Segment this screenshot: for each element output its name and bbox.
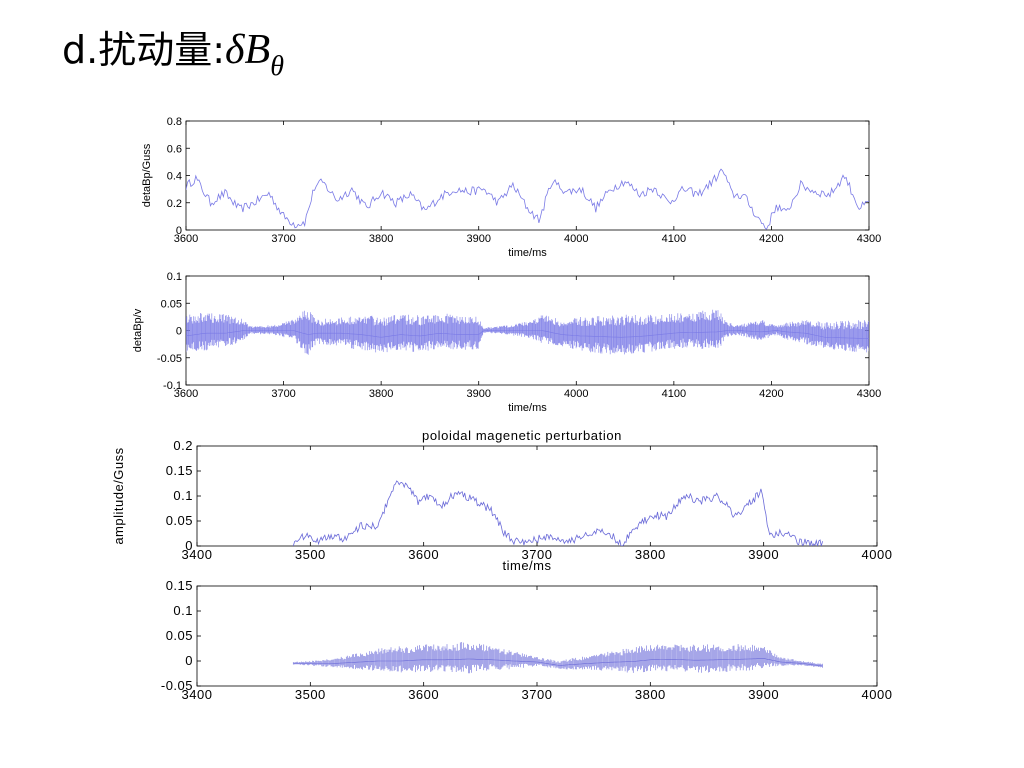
- x-tick-label: 3700: [522, 547, 553, 562]
- y-tick-label: 0.15: [166, 578, 193, 593]
- data-layer: [186, 309, 869, 355]
- y-tick-label: 0.1: [173, 603, 193, 618]
- y-tick-label: -0.1: [163, 380, 182, 392]
- y-tick-label: 0.05: [161, 298, 182, 310]
- x-tick-label: 3400: [182, 687, 213, 702]
- x-tick-label: 3600: [174, 233, 198, 245]
- y-tick-label: -0.05: [161, 678, 193, 693]
- plot-frame: [196, 585, 878, 687]
- data-layer: [292, 480, 823, 546]
- y-tick-label: 0: [185, 538, 193, 553]
- x-tick-label: 4100: [662, 233, 686, 245]
- plot-title: poloidal magenetic perturbation: [422, 428, 622, 443]
- y-tick-label: 0.4: [167, 171, 182, 183]
- x-tick-label: 3700: [522, 687, 553, 702]
- x-tick-label: 3700: [271, 388, 295, 400]
- series-line: [186, 168, 869, 230]
- x-tick-label: 3900: [748, 547, 779, 562]
- series-line: [292, 480, 823, 546]
- chart-4: 3400 3500 3600 3700 3800 3900 4000 -0.05 0 0.05 0.…: [161, 578, 893, 702]
- x-tick-label: 3800: [635, 687, 666, 702]
- slide-title: d.扰动量:δBθ: [62, 26, 284, 82]
- chart-1: 3600 3700 3800 3900 4000 4100 4200 4300 0 0.2 0.4 0…: [141, 116, 881, 259]
- y-axis-label: amplitude/Guss: [111, 447, 126, 544]
- plot-frame: [196, 445, 878, 547]
- y-tick-label: 0.2: [173, 438, 193, 453]
- x-tick-label: 3900: [466, 233, 490, 245]
- x-tick-label: 3800: [635, 547, 666, 562]
- y-tick-label: 0.15: [166, 463, 193, 478]
- x-tick-label: 3500: [295, 687, 326, 702]
- x-tick-label: 4000: [564, 233, 588, 245]
- delta-b-symbol: δB: [225, 27, 271, 73]
- y-tick-label: 0: [176, 326, 182, 338]
- data-layer: [186, 168, 869, 230]
- y-axis-label: detaBp/Guss: [141, 143, 153, 207]
- chart-3: 3400 3500 3600 3700 3800 3900 4000 0 0.05 0.1 0.15…: [111, 428, 892, 573]
- x-tick-label: 4100: [662, 388, 686, 400]
- x-tick-label: 4200: [759, 388, 783, 400]
- theta-subscript: θ: [270, 51, 284, 82]
- y-axis-label: detaBp/v: [132, 308, 144, 352]
- x-tick-label: 4200: [759, 233, 783, 245]
- y-tick-label: 0.1: [167, 271, 182, 283]
- series-centre-trace: [293, 658, 823, 667]
- series-oscillation: [292, 642, 823, 674]
- y-tick-label: 0: [185, 653, 193, 668]
- data-layer: [292, 642, 823, 674]
- x-axis-label: time/ms: [508, 247, 547, 259]
- x-tick-label: 3600: [408, 547, 439, 562]
- x-tick-label: 3900: [466, 388, 490, 400]
- y-tick-label: 0.2: [167, 198, 182, 210]
- x-tick-label: 3700: [271, 233, 295, 245]
- x-tick-label: 3500: [295, 547, 326, 562]
- x-tick-label: 3800: [369, 233, 393, 245]
- x-tick-label: 4000: [862, 687, 893, 702]
- y-tick-label: 0: [176, 225, 182, 237]
- y-tick-label: -0.05: [157, 353, 182, 365]
- x-tick-label: 4300: [857, 233, 881, 245]
- y-tick-label: 0.8: [167, 116, 182, 128]
- x-tick-label: 3400: [182, 547, 213, 562]
- x-tick-label: 3800: [369, 388, 393, 400]
- x-axis-label: time/ms: [503, 558, 552, 573]
- chart-2: 3600 3700 3800 3900 4000 4100 4200 4300 -0.1 -0.0…: [132, 271, 881, 414]
- y-tick-label: 0.05: [166, 628, 193, 643]
- plot-frame: [185, 120, 870, 231]
- x-tick-label: 4300: [857, 388, 881, 400]
- x-tick-label: 4000: [862, 547, 893, 562]
- x-tick-label: 3900: [748, 687, 779, 702]
- y-tick-label: 0.05: [166, 513, 193, 528]
- x-tick-label: 4000: [564, 388, 588, 400]
- series-oscillation: [186, 309, 869, 355]
- y-tick-label: 0.6: [167, 143, 182, 155]
- series-centre-trace: [186, 330, 869, 339]
- slide-title-prefix: d.扰动量:: [62, 28, 226, 72]
- x-axis-label: time/ms: [508, 402, 547, 414]
- x-tick-label: 3600: [174, 388, 198, 400]
- y-tick-label: 0.1: [173, 488, 193, 503]
- x-tick-label: 3600: [408, 687, 439, 702]
